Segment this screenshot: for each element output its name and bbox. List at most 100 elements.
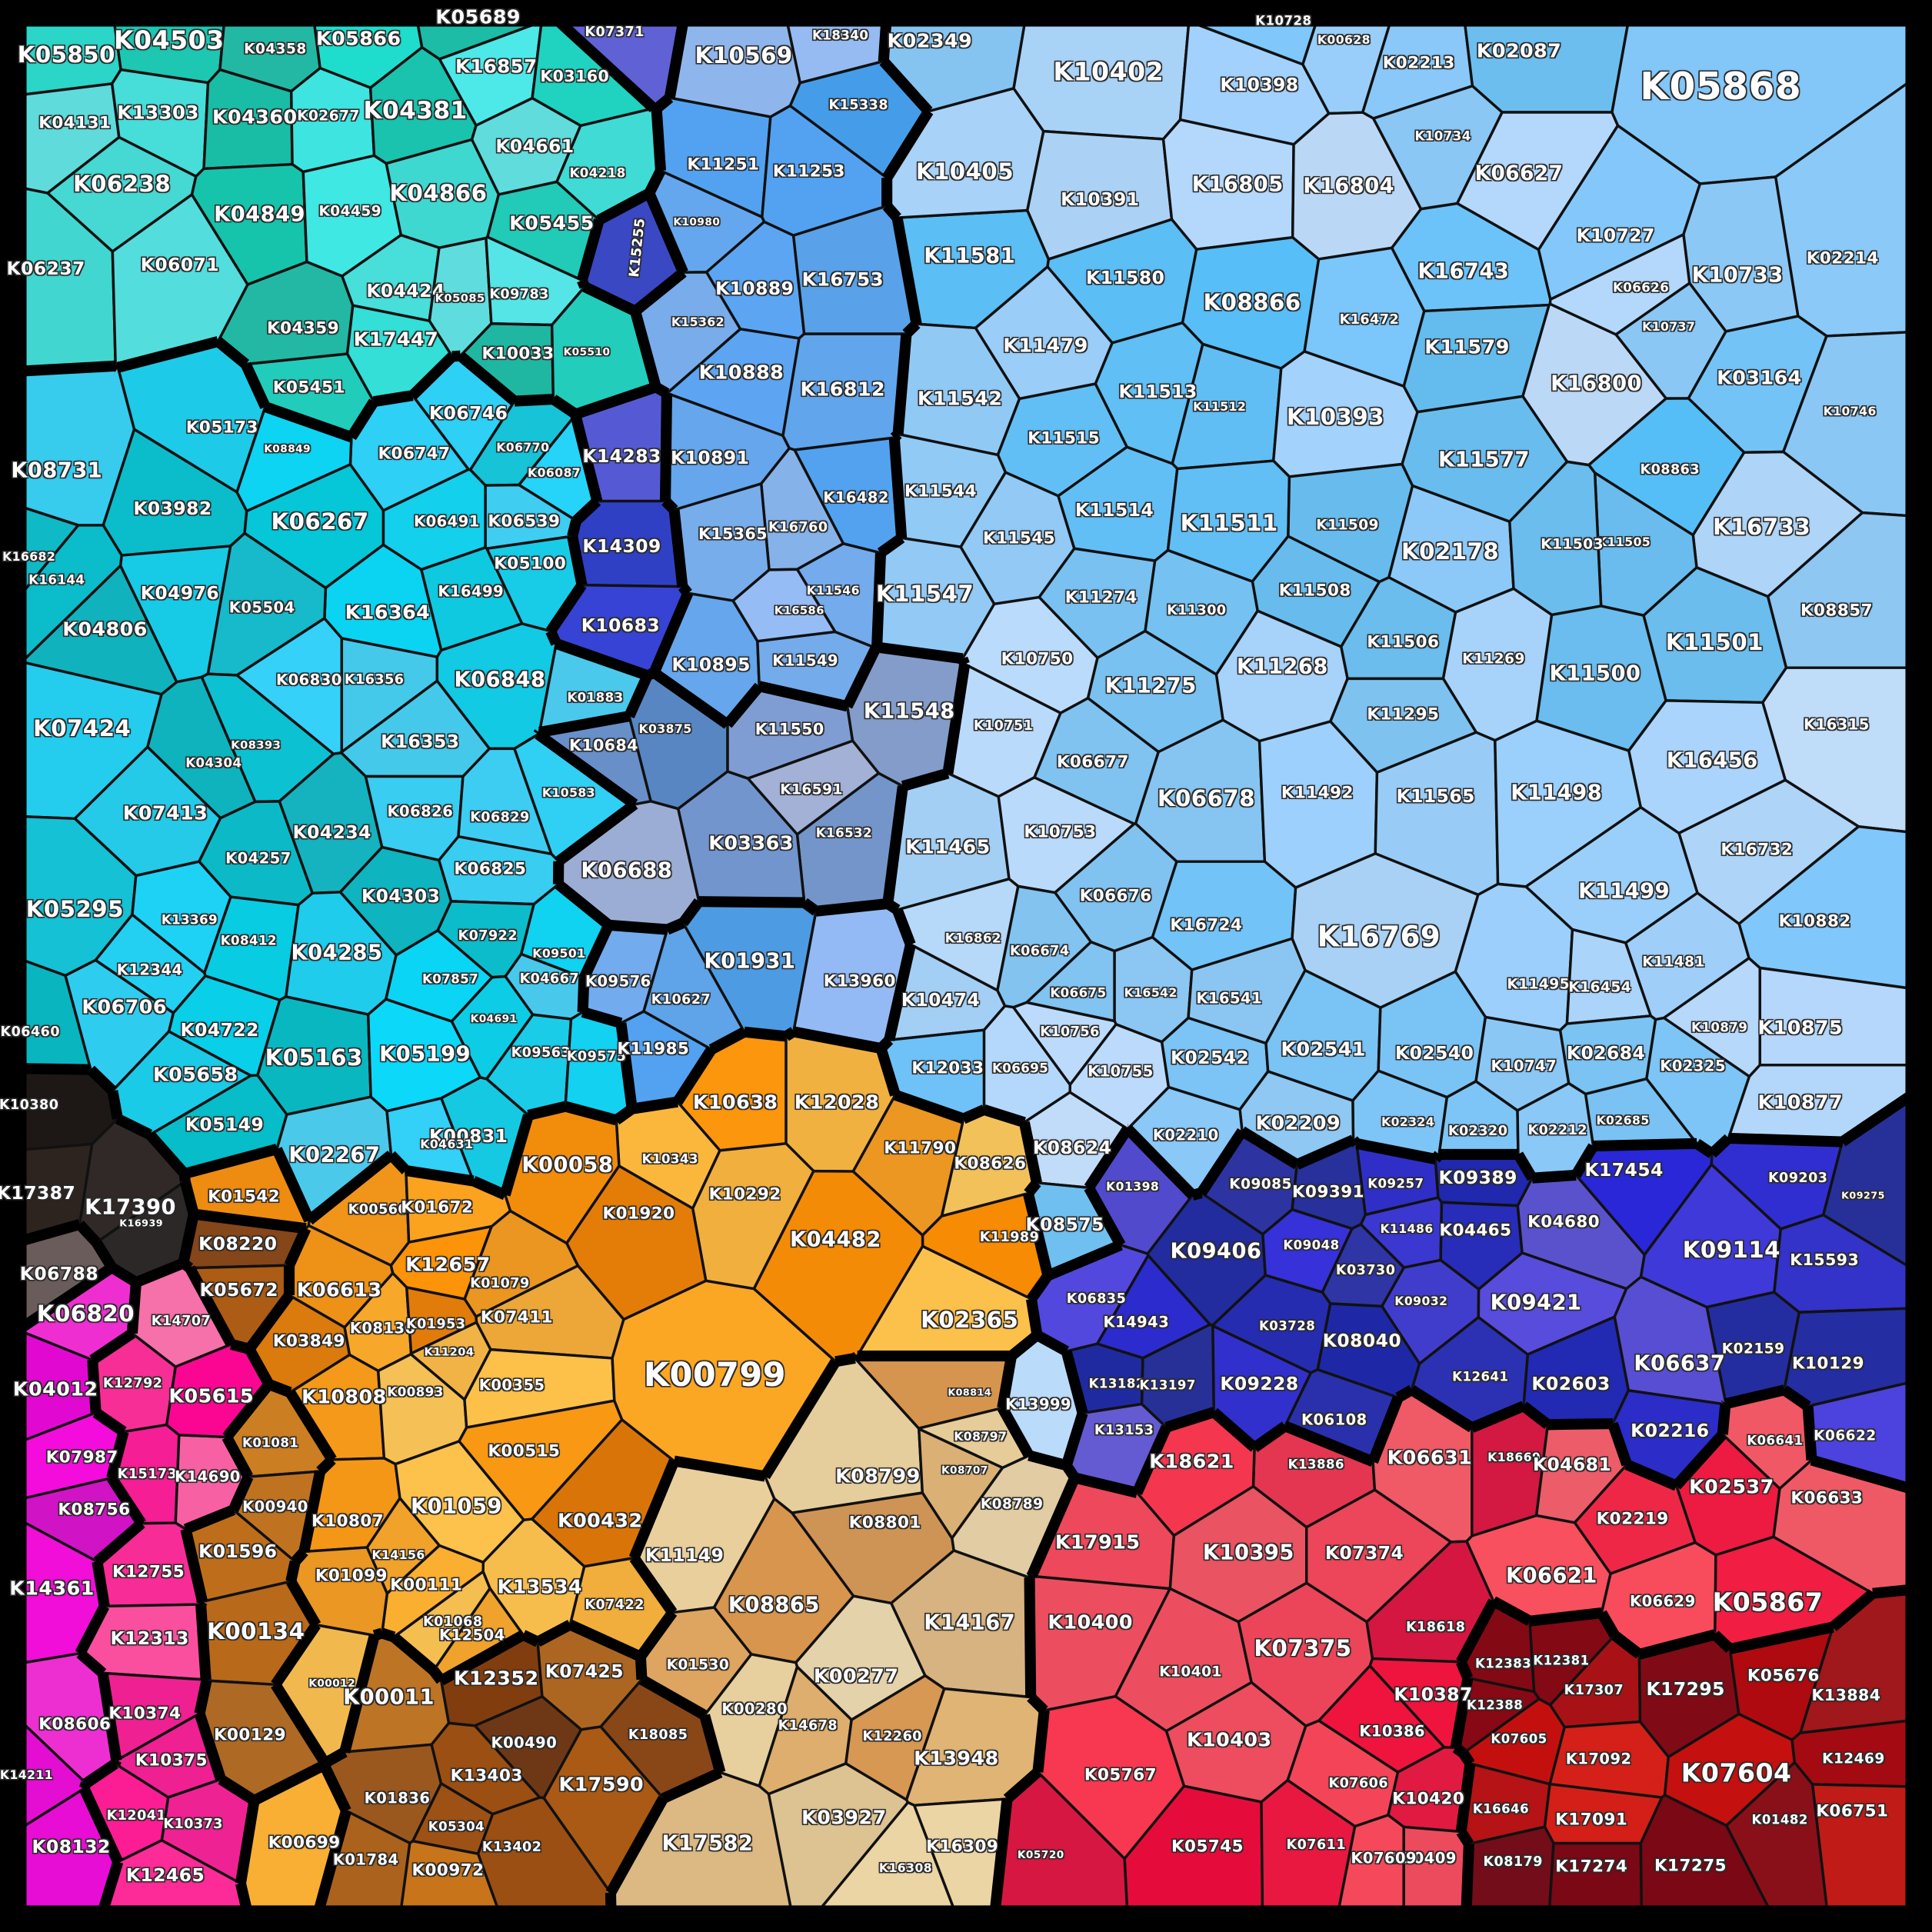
cluster-boundary — [286, 1578, 321, 1628]
cluster-boundary — [882, 202, 901, 222]
cluster-boundary — [79, 1786, 123, 1864]
cluster-boundary — [271, 1147, 315, 1223]
voronoi-cell[interactable] — [1011, 1001, 1118, 1087]
cluster-boundary — [298, 1470, 326, 1553]
cluster-boundary — [390, 1633, 438, 1675]
voronoi-cell[interactable] — [1547, 1841, 1644, 1917]
voronoi-cell[interactable] — [731, 568, 837, 643]
cluster-boundary — [1455, 1763, 1476, 1833]
cluster-boundary — [346, 398, 379, 441]
voronoi-cell[interactable] — [611, 1279, 838, 1478]
cluster-boundary — [1624, 1459, 1679, 1491]
cluster-boundary — [1450, 1677, 1474, 1749]
cluster-boundary — [572, 497, 601, 525]
cluster-boundary — [92, 1407, 127, 1437]
cluster-boundary — [322, 1747, 348, 1768]
cluster-boundary — [1124, 1124, 1197, 1199]
cluster-boundary — [1026, 1571, 1035, 1583]
cluster-boundary — [1395, 1384, 1414, 1403]
cluster-boundary — [1431, 1151, 1444, 1163]
cluster-boundary — [629, 1554, 678, 1616]
voronoi-cell[interactable] — [216, 260, 355, 366]
cluster-boundary — [577, 278, 590, 289]
cluster-boundary — [1529, 1607, 1603, 1627]
voronoi-cell[interactable] — [1462, 15, 1631, 114]
cluster-boundary — [471, 1175, 508, 1201]
cluster-boundary — [699, 1714, 726, 1774]
voronoi-cell[interactable] — [1012, 15, 1191, 141]
cluster-boundary — [145, 1131, 189, 1178]
cluster-boundary — [1008, 1331, 1041, 1361]
cluster-boundary — [194, 1711, 226, 1781]
cluster-boundary — [550, 12, 658, 113]
cluster-boundary — [405, 1164, 475, 1187]
cluster-boundary — [1084, 1184, 1126, 1248]
cluster-boundary — [546, 581, 587, 635]
cluster-boundary — [183, 1504, 236, 1534]
voronoi-cell[interactable] — [781, 332, 908, 451]
cluster-boundary — [241, 361, 271, 409]
cluster-boundary — [638, 1674, 708, 1720]
cluster-boundary — [651, 108, 666, 172]
cluster-boundary — [533, 729, 545, 738]
cluster-boundary — [1132, 1424, 1171, 1495]
cluster-boundary — [178, 1213, 199, 1264]
cluster-boundary — [792, 1026, 882, 1054]
voronoi-cell[interactable] — [1810, 1783, 1917, 1917]
cluster-boundary — [554, 638, 650, 681]
cluster-boundary — [882, 108, 934, 182]
cluster-boundary — [245, 1346, 274, 1387]
voronoi-cell[interactable] — [457, 747, 553, 856]
cluster-boundary — [1024, 1179, 1041, 1198]
voronoi-cell[interactable] — [1402, 1825, 1471, 1917]
cluster-boundary — [624, 673, 653, 719]
cluster-boundary — [1458, 1750, 1475, 1767]
cluster-boundary — [1251, 1421, 1289, 1453]
cluster-boundary — [285, 1389, 337, 1463]
cluster-boundary — [668, 509, 688, 588]
cluster-boundary — [1191, 1188, 1203, 1201]
cluster-boundary — [134, 1257, 185, 1287]
voronoi-cell[interactable] — [289, 66, 376, 174]
cluster-boundary — [89, 1328, 135, 1365]
cluster-boundary — [222, 1434, 254, 1480]
cluster-boundary — [801, 898, 820, 916]
voronoi-cell[interactable] — [1548, 233, 1691, 336]
cluster-boundary — [1367, 1395, 1404, 1464]
cluster-boundary — [608, 919, 668, 935]
cluster-boundary — [555, 880, 612, 930]
cluster-boundary — [635, 1656, 648, 1681]
voronoi-cell[interactable] — [1161, 118, 1295, 251]
cluster-boundary — [1003, 1767, 1042, 1804]
cluster-boundary — [1024, 1577, 1037, 1697]
cluster-boundary — [251, 1760, 327, 1806]
cluster-boundary — [630, 309, 661, 389]
cluster-boundary — [708, 1027, 748, 1054]
cluster-boundary — [1294, 1134, 1356, 1170]
cluster-boundary — [1210, 1407, 1258, 1452]
cluster-boundary — [1084, 1125, 1132, 1191]
cluster-boundary — [1470, 1401, 1526, 1433]
cluster-boundary — [108, 1263, 139, 1287]
cluster-boundary — [1032, 1710, 1050, 1773]
cluster-boundary — [651, 668, 731, 729]
cluster-boundary — [110, 1758, 122, 1766]
cluster-boundary — [961, 1104, 987, 1124]
cluster-boundary — [1637, 1629, 1717, 1660]
cluster-boundary — [1728, 1621, 1834, 1654]
cluster-boundary — [653, 382, 670, 398]
cluster-boundary — [271, 1621, 321, 1688]
cluster-boundary — [1710, 1631, 1734, 1654]
cluster-boundary — [570, 413, 603, 503]
voronoi-cell[interactable] — [917, 1406, 1031, 1470]
cluster-boundary — [1802, 1405, 1817, 1461]
cluster-boundary — [564, 1101, 618, 1126]
cluster-boundary — [284, 1226, 311, 1268]
cluster-boundary — [16, 360, 116, 377]
cluster-boundary — [267, 1379, 292, 1397]
cluster-boundary — [218, 1774, 258, 1805]
cluster-boundary — [285, 1560, 301, 1583]
